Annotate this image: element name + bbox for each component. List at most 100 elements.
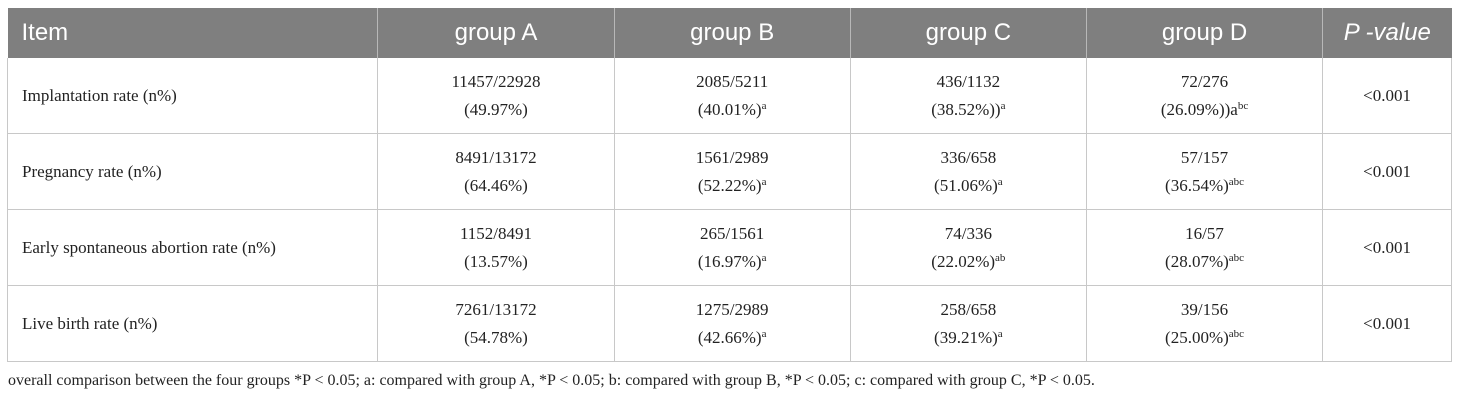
cell-percent: (28.07%)abc bbox=[1087, 248, 1322, 276]
table-row: Early spontaneous abortion rate (n%) 115… bbox=[6, 209, 1452, 286]
percent-text: (51.06%) bbox=[934, 175, 998, 195]
percent-text: (13.57%) bbox=[464, 251, 528, 271]
cell-fraction: 72/276 bbox=[1180, 71, 1229, 91]
cell-p-value: <0.001 bbox=[1322, 209, 1452, 286]
percent-text: (42.66%) bbox=[697, 327, 762, 347]
cell-group-a: 8491/13172 (64.46%) bbox=[377, 133, 615, 210]
significance-marker: abc bbox=[1228, 251, 1245, 264]
significance-marker: abc bbox=[1228, 175, 1245, 188]
cell-group-a: 11457/22928 (49.97%) bbox=[377, 58, 615, 134]
cell-fraction: 1152/8491 bbox=[459, 223, 533, 243]
cell-fraction: 2085/5211 bbox=[696, 71, 769, 91]
header-group-b: group B bbox=[614, 8, 851, 58]
cell-group-c: 258/658 (39.21%)a bbox=[850, 285, 1087, 362]
significance-marker: ab bbox=[995, 251, 1006, 264]
results-table: Item group A group B group C group D P -… bbox=[6, 8, 1452, 362]
cell-fraction: 7261/13172 bbox=[455, 299, 537, 319]
row-label: Pregnancy rate (n%) bbox=[6, 133, 379, 210]
cell-fraction: 74/336 bbox=[944, 223, 992, 243]
cell-group-b: 2085/5211 (40.01%)a bbox=[614, 58, 851, 134]
header-group-c: group C bbox=[850, 8, 1087, 58]
percent-text: (16.97%) bbox=[697, 251, 762, 271]
cell-percent: (51.06%)a bbox=[851, 172, 1086, 200]
cell-fraction: 1275/2989 bbox=[695, 299, 769, 319]
cell-percent: (25.00%)abc bbox=[1087, 324, 1322, 352]
header-row: Item group A group B group C group D P -… bbox=[7, 8, 1452, 58]
cell-percent: (64.46%) bbox=[378, 172, 613, 200]
table-footnote: overall comparison between the four grou… bbox=[8, 372, 1095, 389]
header-group-a: group A bbox=[377, 8, 615, 58]
cell-fraction: 16/57 bbox=[1185, 223, 1224, 243]
cell-fraction: 39/156 bbox=[1180, 299, 1229, 319]
cell-percent: (40.01%)a bbox=[615, 96, 850, 124]
cell-fraction: 336/658 bbox=[940, 147, 997, 167]
cell-p-value: <0.001 bbox=[1322, 133, 1452, 210]
cell-group-d: 72/276 (26.09%))abc bbox=[1086, 58, 1324, 134]
cell-group-d: 39/156 (25.00%)abc bbox=[1086, 285, 1324, 362]
percent-text: (49.97%) bbox=[464, 99, 528, 119]
significance-marker: a bbox=[1000, 99, 1006, 112]
percent-text: (26.09%))a bbox=[1160, 99, 1238, 119]
percent-text: (54.78%) bbox=[464, 327, 528, 347]
table-row: Implantation rate (n%) 11457/22928 (49.9… bbox=[6, 58, 1452, 134]
cell-fraction: 265/1561 bbox=[700, 223, 765, 243]
cell-percent: (49.97%) bbox=[378, 96, 613, 124]
header-p-value: P -value bbox=[1322, 8, 1452, 58]
header-item: Item bbox=[7, 8, 379, 58]
cell-group-c: 436/1132 (38.52%))a bbox=[850, 58, 1087, 134]
significance-marker: a bbox=[997, 327, 1003, 340]
percent-text: (36.54%) bbox=[1165, 175, 1229, 195]
cell-fraction: 57/157 bbox=[1180, 147, 1229, 167]
cell-percent: (38.52%))a bbox=[851, 96, 1086, 124]
cell-percent: (42.66%)a bbox=[615, 324, 850, 352]
cell-group-a: 1152/8491 (13.57%) bbox=[377, 209, 615, 286]
cell-group-d: 16/57 (28.07%)abc bbox=[1086, 209, 1324, 286]
row-label: Live birth rate (n%) bbox=[6, 285, 379, 362]
cell-p-value: <0.001 bbox=[1322, 58, 1452, 134]
table-row: Live birth rate (n%) 7261/13172 (54.78%)… bbox=[6, 285, 1452, 362]
cell-group-b: 1275/2989 (42.66%)a bbox=[614, 285, 851, 362]
significance-marker: a bbox=[761, 327, 767, 340]
cell-group-d: 57/157 (36.54%)abc bbox=[1086, 133, 1324, 210]
cell-group-b: 1561/2989 (52.22%)a bbox=[614, 133, 851, 210]
cell-percent: (54.78%) bbox=[378, 324, 613, 352]
table-header: Item group A group B group C group D P -… bbox=[7, 8, 1452, 58]
cell-group-c: 74/336 (22.02%)ab bbox=[850, 209, 1087, 286]
results-table-container: Item group A group B group C group D P -… bbox=[6, 8, 1452, 362]
significance-marker: a bbox=[761, 251, 767, 264]
cell-percent: (13.57%) bbox=[378, 248, 613, 276]
cell-fraction: 436/1132 bbox=[936, 71, 1001, 91]
table-row: Pregnancy rate (n%) 8491/13172 (64.46%) … bbox=[6, 133, 1452, 210]
cell-percent: (26.09%))abc bbox=[1087, 96, 1322, 124]
percent-text: (39.21%) bbox=[934, 327, 998, 347]
percent-text: (38.52%)) bbox=[931, 99, 1001, 119]
cell-group-b: 265/1561 (16.97%)a bbox=[614, 209, 851, 286]
cell-fraction: 258/658 bbox=[940, 299, 997, 319]
cell-p-value: <0.001 bbox=[1322, 285, 1452, 362]
cell-fraction: 8491/13172 bbox=[455, 147, 537, 167]
header-group-d: group D bbox=[1086, 8, 1324, 58]
significance-marker: abc bbox=[1228, 327, 1245, 340]
cell-percent: (52.22%)a bbox=[615, 172, 850, 200]
cell-percent: (36.54%)abc bbox=[1087, 172, 1322, 200]
cell-percent: (39.21%)a bbox=[851, 324, 1086, 352]
percent-text: (64.46%) bbox=[464, 175, 528, 195]
cell-percent: (16.97%)a bbox=[615, 248, 850, 276]
percent-text: (52.22%) bbox=[697, 175, 762, 195]
significance-marker: a bbox=[761, 99, 767, 112]
percent-text: (25.00%) bbox=[1165, 327, 1229, 347]
significance-marker: a bbox=[761, 175, 767, 188]
significance-marker: a bbox=[997, 175, 1003, 188]
table-body: Implantation rate (n%) 11457/22928 (49.9… bbox=[6, 58, 1452, 362]
cell-fraction: 1561/2989 bbox=[695, 147, 769, 167]
row-label: Early spontaneous abortion rate (n%) bbox=[6, 209, 379, 286]
cell-group-a: 7261/13172 (54.78%) bbox=[377, 285, 615, 362]
cell-percent: (22.02%)ab bbox=[851, 248, 1086, 276]
percent-text: (40.01%) bbox=[697, 99, 762, 119]
row-label: Implantation rate (n%) bbox=[6, 58, 379, 134]
percent-text: (22.02%) bbox=[931, 251, 996, 271]
significance-marker: bc bbox=[1237, 99, 1249, 112]
cell-fraction: 11457/22928 bbox=[451, 71, 541, 91]
cell-group-c: 336/658 (51.06%)a bbox=[850, 133, 1087, 210]
percent-text: (28.07%) bbox=[1165, 251, 1229, 271]
